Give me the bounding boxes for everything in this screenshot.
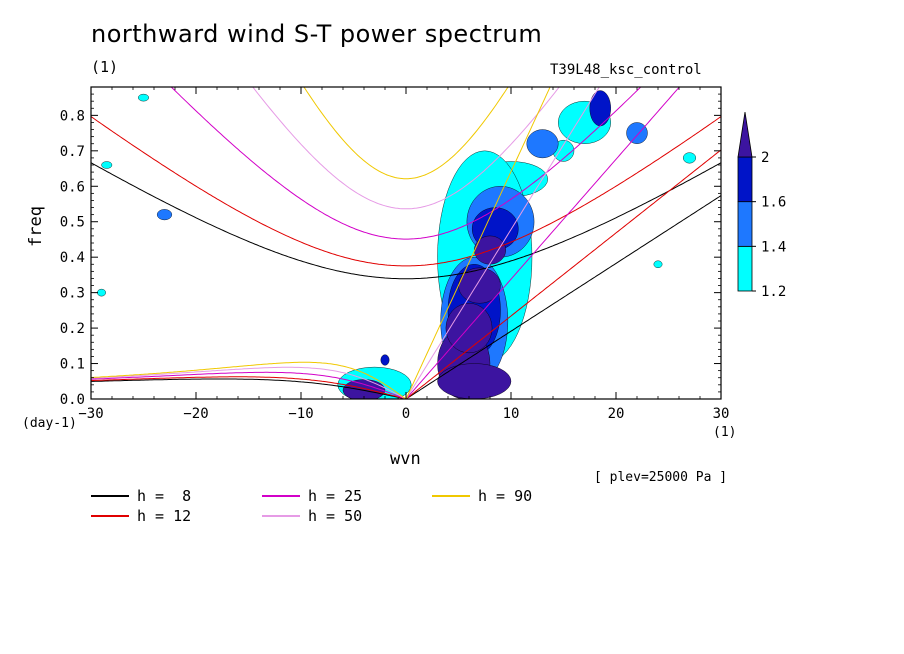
- legend-item-h90: h = 90: [432, 487, 532, 505]
- dispersion-curve: [91, 378, 407, 399]
- y-tick-label: 0.8: [60, 108, 85, 124]
- x-tick-label: 0: [402, 406, 410, 422]
- colorbar-triangle: [737, 111, 753, 158]
- x-tick-label: −30: [78, 406, 103, 422]
- y-unit-label: (day-1): [22, 416, 77, 431]
- legend-item-h12: h = 12: [91, 507, 191, 525]
- colorbar-label: 1.2: [761, 284, 786, 300]
- legend-swatch: [91, 515, 129, 517]
- dispersion-curve: [405, 87, 600, 399]
- y-axis-label: freq: [26, 206, 46, 247]
- legend-label: h = 50: [308, 507, 363, 525]
- y-tick-label: 0.5: [60, 215, 85, 231]
- plot-area: [91, 87, 721, 399]
- legend-label: h = 25: [308, 487, 363, 505]
- x-tick-label: −10: [288, 406, 313, 422]
- chart-title: northward wind S-T power spectrum: [91, 20, 543, 48]
- colorbar-box: [737, 201, 753, 247]
- legend-item-h25: h = 25: [262, 487, 362, 505]
- y-tick-label: 0.3: [60, 286, 85, 302]
- legend-item-h50: h = 50: [262, 507, 362, 525]
- legend-label: h = 90: [478, 487, 533, 505]
- legend-swatch: [91, 495, 129, 497]
- dispersion-curve: [91, 366, 407, 399]
- units-label: (1): [91, 58, 119, 76]
- y-tick-label: 0.2: [60, 321, 85, 337]
- colorbar-label: 1.4: [761, 239, 786, 255]
- spectral-blob: [437, 363, 512, 399]
- run-id-label: T39L48_ksc_control: [550, 62, 702, 78]
- dispersion-curve: [91, 371, 407, 399]
- x-tick-label: 30: [713, 406, 730, 422]
- spectral-blob: [526, 129, 559, 159]
- x-axis-label: wvn: [390, 449, 421, 469]
- dispersion-curve: [91, 162, 721, 280]
- y-tick-label: 0.0: [60, 392, 85, 408]
- colorbar-box: [737, 156, 753, 203]
- spectral-blob: [101, 161, 113, 169]
- spectral-blob: [97, 288, 106, 297]
- spectral-blob: [156, 209, 173, 221]
- plev-annotation: [ plev=25000 Pa ]: [594, 470, 728, 485]
- y-tick-label: 0.1: [60, 357, 85, 373]
- spectral-blob: [589, 90, 611, 127]
- dispersion-curve: [91, 361, 407, 399]
- spectral-blob: [653, 260, 663, 269]
- legend-item-h8: h = 8: [91, 487, 191, 505]
- colorbar-box: [737, 245, 753, 292]
- dispersion-curve: [170, 87, 642, 240]
- dispersion-curve: [252, 87, 560, 210]
- spectral-blob: [626, 122, 648, 144]
- y-tick-label: 0.6: [60, 179, 85, 195]
- dispersion-curve: [405, 149, 721, 399]
- legend-label: h = 8: [137, 487, 192, 505]
- dispersion-curve: [91, 376, 407, 399]
- legend-swatch: [432, 495, 470, 497]
- dispersion-curve: [405, 195, 721, 399]
- dispersion-curve: [91, 116, 721, 267]
- y-tick-label: 0.4: [60, 250, 85, 266]
- x-tick-label: 10: [503, 406, 520, 422]
- x-tick-label: −20: [183, 406, 208, 422]
- spectral-blob: [683, 152, 697, 164]
- colorbar-label: 1.6: [761, 195, 786, 211]
- dispersion-curve: [405, 87, 551, 399]
- dispersion-curve: [405, 87, 681, 399]
- dispersion-curve: [303, 87, 509, 180]
- spectral-blob: [380, 354, 390, 366]
- colorbar-label: 2: [761, 150, 769, 166]
- y-tick-label: 0.7: [60, 144, 85, 160]
- x-unit-label: (1): [713, 425, 737, 440]
- x-tick-label: 20: [608, 406, 625, 422]
- legend-label: h = 12: [137, 507, 192, 525]
- spectral-blob: [138, 93, 149, 102]
- legend-swatch: [262, 495, 300, 497]
- legend-swatch: [262, 515, 300, 517]
